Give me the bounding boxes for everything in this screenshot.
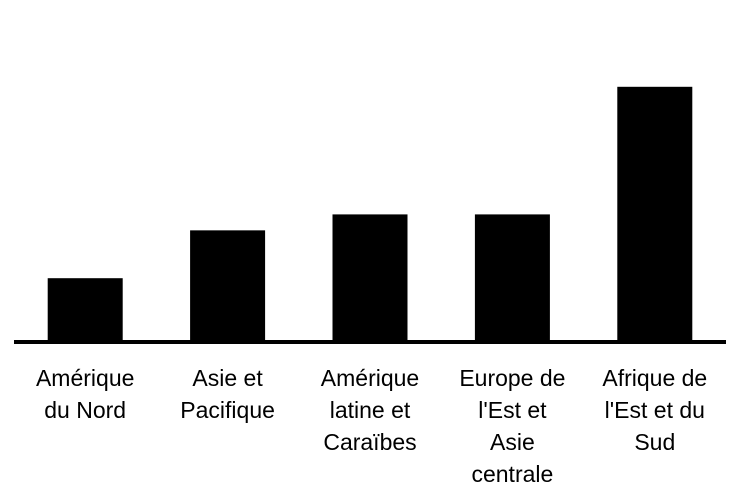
x-tick-label: Amérique du Nord [35,365,135,423]
x-tick-label: Afrique de l'Est et du Sud [602,365,708,455]
bar [474,214,550,342]
x-tick-label: Amérique latine et Caraïbes [320,365,420,455]
bar [47,278,123,342]
x-tick-label: Asie et Pacifique [180,365,275,423]
bar [332,214,408,342]
bar [190,230,266,342]
bar [617,86,693,342]
x-tick-label: Europe de l'Est et Asie centrale [459,365,566,487]
